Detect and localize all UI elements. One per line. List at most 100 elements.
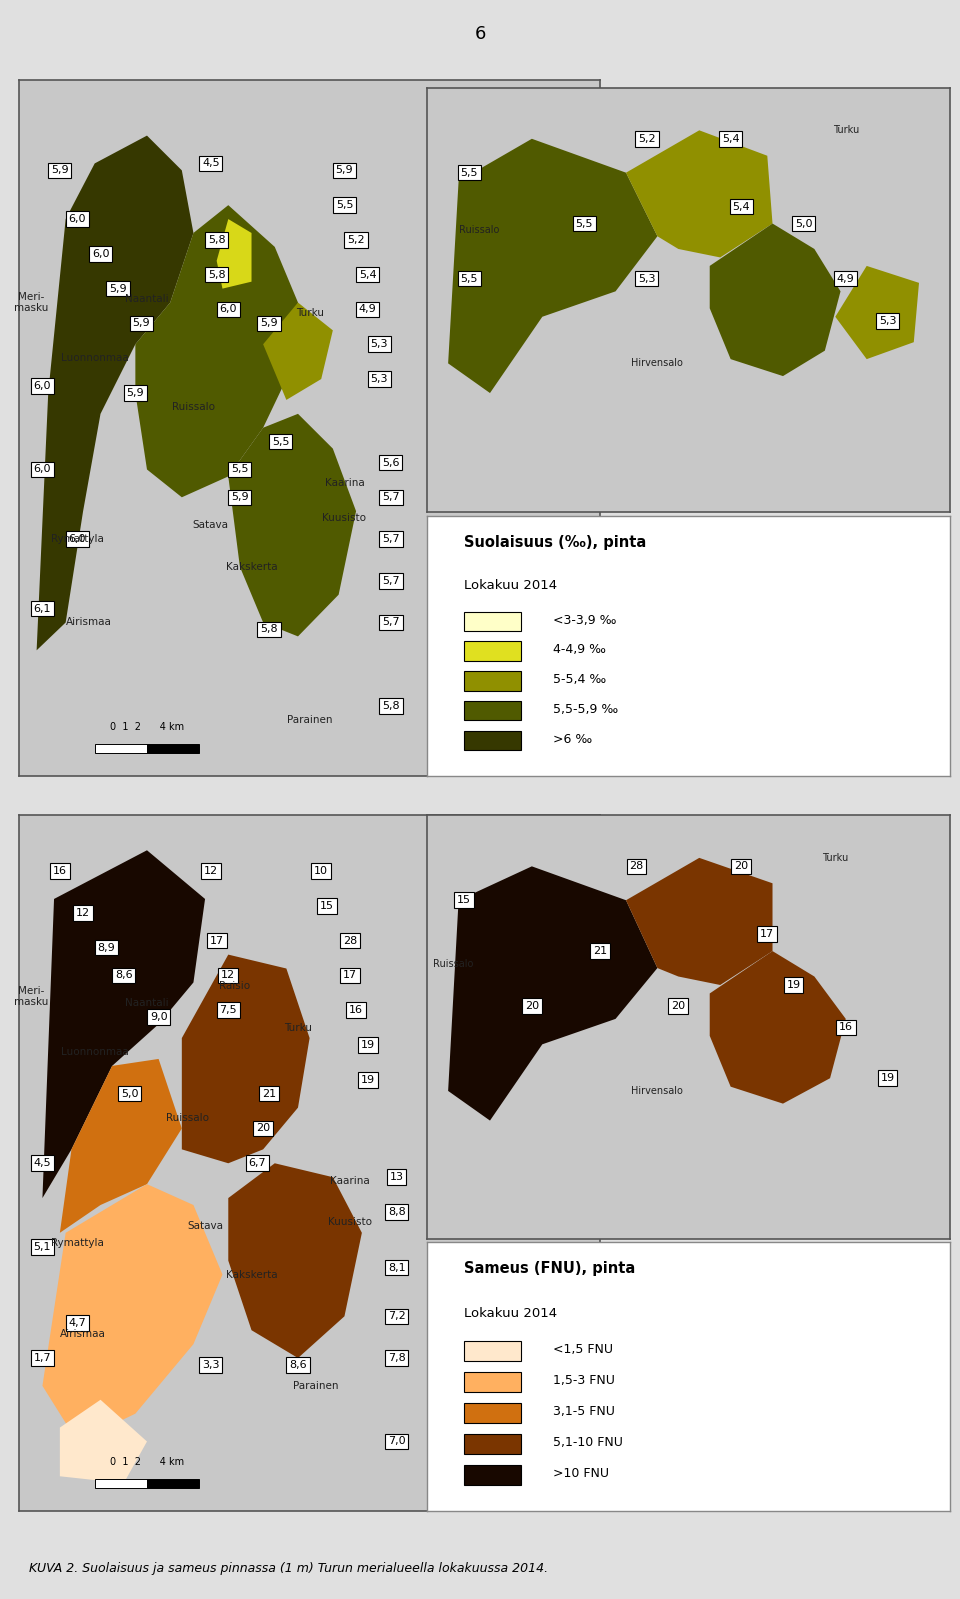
Text: 4,9: 4,9 — [837, 273, 854, 283]
Text: 6,1: 6,1 — [34, 603, 51, 614]
Text: 7,8: 7,8 — [388, 1353, 405, 1362]
Text: 16: 16 — [839, 1022, 852, 1033]
Text: 4,7: 4,7 — [68, 1318, 86, 1329]
Text: Kakskerta: Kakskerta — [226, 1270, 277, 1279]
Text: 15: 15 — [457, 895, 470, 905]
Text: Turku: Turku — [832, 125, 859, 136]
Text: Naantali: Naantali — [125, 998, 169, 1009]
Bar — [95, 1479, 147, 1489]
Text: Satava: Satava — [187, 1222, 223, 1231]
Text: Sameus (FNU), pinta: Sameus (FNU), pinta — [464, 1262, 636, 1276]
Text: Ruissalo: Ruissalo — [459, 225, 500, 235]
Text: 20: 20 — [525, 1001, 539, 1011]
Text: 7,2: 7,2 — [388, 1311, 405, 1321]
Text: 19: 19 — [361, 1039, 374, 1051]
FancyBboxPatch shape — [464, 731, 521, 750]
Text: 5,7: 5,7 — [382, 492, 399, 502]
Text: 8,6: 8,6 — [289, 1361, 307, 1370]
Text: Kuusisto: Kuusisto — [328, 1217, 372, 1228]
Text: 3,3: 3,3 — [203, 1361, 220, 1370]
Text: Ruissalo: Ruissalo — [166, 1113, 209, 1122]
Text: Kakskerta: Kakskerta — [226, 561, 277, 572]
Text: Hirvensalo: Hirvensalo — [632, 358, 684, 368]
FancyBboxPatch shape — [464, 1465, 521, 1485]
FancyBboxPatch shape — [464, 1402, 521, 1423]
Text: 5-5,4 ‰: 5-5,4 ‰ — [553, 673, 606, 686]
Polygon shape — [263, 302, 333, 400]
Text: 21: 21 — [592, 947, 607, 956]
Text: 5,5: 5,5 — [575, 219, 593, 229]
Text: Naantali: Naantali — [125, 294, 169, 304]
Text: Satava: Satava — [193, 520, 228, 531]
Polygon shape — [181, 955, 309, 1164]
Text: 12: 12 — [221, 971, 235, 980]
Text: 3,1-5 FNU: 3,1-5 FNU — [553, 1406, 614, 1418]
Text: 28: 28 — [343, 935, 357, 945]
Polygon shape — [135, 205, 298, 497]
Polygon shape — [626, 130, 773, 257]
Text: 4,5: 4,5 — [34, 1158, 51, 1169]
Text: Kaarina: Kaarina — [330, 1175, 371, 1186]
Text: 6,0: 6,0 — [220, 304, 237, 315]
Text: Kaarina: Kaarina — [324, 478, 365, 488]
Text: 6,0: 6,0 — [34, 381, 51, 392]
Polygon shape — [448, 867, 658, 1121]
Text: 4,9: 4,9 — [359, 304, 376, 315]
Text: Meri-
masku: Meri- masku — [13, 985, 48, 1007]
Text: 19: 19 — [786, 980, 801, 990]
Polygon shape — [36, 136, 193, 651]
Polygon shape — [60, 1399, 147, 1484]
Text: 17: 17 — [343, 971, 357, 980]
Text: 5,5: 5,5 — [272, 437, 289, 446]
Text: Turku: Turku — [284, 1023, 312, 1033]
Text: Rymattyla: Rymattyla — [51, 534, 104, 544]
Text: 9,0: 9,0 — [150, 1012, 167, 1022]
Text: 5,3: 5,3 — [878, 317, 897, 326]
Bar — [147, 744, 200, 753]
Text: 5,1-10 FNU: 5,1-10 FNU — [553, 1436, 623, 1449]
Text: Ruissalo: Ruissalo — [433, 959, 473, 969]
Text: 20: 20 — [256, 1124, 270, 1134]
Text: 5,3: 5,3 — [371, 374, 388, 384]
Text: Rymattyla: Rymattyla — [51, 1238, 104, 1249]
Text: 5,5: 5,5 — [460, 168, 478, 177]
Text: 17: 17 — [209, 935, 224, 945]
Text: Luonnonmaa: Luonnonmaa — [60, 1047, 129, 1057]
Text: 5,2: 5,2 — [348, 235, 365, 245]
Polygon shape — [835, 265, 919, 360]
Text: 5,2: 5,2 — [638, 134, 656, 144]
Text: 5,0: 5,0 — [121, 1089, 138, 1099]
Bar — [95, 744, 147, 753]
FancyBboxPatch shape — [464, 611, 521, 632]
Text: 12: 12 — [76, 908, 90, 918]
Text: 5,7: 5,7 — [382, 576, 399, 585]
Polygon shape — [217, 219, 252, 288]
Text: 15: 15 — [320, 900, 334, 911]
Text: 5,4: 5,4 — [732, 201, 750, 211]
Text: 5,9: 5,9 — [260, 318, 277, 328]
Text: 8,1: 8,1 — [388, 1263, 405, 1273]
Text: 0  1  2      4 km: 0 1 2 4 km — [109, 721, 184, 732]
Text: 8,8: 8,8 — [388, 1207, 405, 1217]
Text: Kuusisto: Kuusisto — [323, 513, 367, 523]
Polygon shape — [42, 1185, 223, 1442]
Text: 5,3: 5,3 — [638, 273, 656, 283]
Text: 4-4,9 ‰: 4-4,9 ‰ — [553, 643, 606, 656]
Text: 5,8: 5,8 — [260, 625, 277, 635]
Text: <3-3,9 ‰: <3-3,9 ‰ — [553, 614, 616, 627]
Polygon shape — [228, 414, 356, 636]
Text: Turku: Turku — [822, 852, 849, 863]
Text: 5,8: 5,8 — [208, 270, 226, 280]
Text: Lokakuu 2014: Lokakuu 2014 — [464, 579, 557, 592]
Text: 5,5-5,9 ‰: 5,5-5,9 ‰ — [553, 704, 618, 716]
Text: 5,8: 5,8 — [208, 235, 226, 245]
Text: 6: 6 — [474, 24, 486, 43]
Text: 19: 19 — [880, 1073, 895, 1083]
Text: 5,7: 5,7 — [382, 534, 399, 544]
FancyBboxPatch shape — [464, 641, 521, 660]
Text: 6,0: 6,0 — [68, 534, 86, 544]
Text: 5,5: 5,5 — [336, 200, 353, 209]
Text: 17: 17 — [760, 929, 775, 939]
Text: 5,4: 5,4 — [359, 270, 376, 280]
Text: Airismaa: Airismaa — [60, 1329, 106, 1338]
